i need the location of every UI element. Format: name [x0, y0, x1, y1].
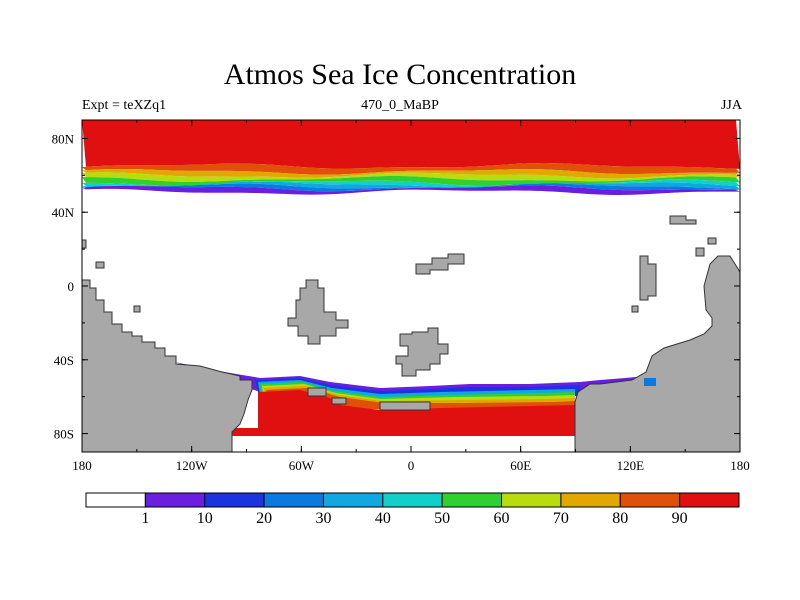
- colorbar-label: 20: [256, 510, 272, 527]
- south-ice-band-darkorange: [266, 388, 575, 411]
- land-east-continent: [574, 255, 740, 452]
- colorbar-label: 30: [315, 510, 331, 527]
- colorbar-box: [619, 492, 681, 508]
- colorbar-label: 1: [141, 510, 149, 527]
- colorbar-box: [679, 492, 740, 508]
- season-label: JJA: [720, 98, 742, 113]
- land-west-islet: [95, 261, 105, 269]
- y-tick-label: 80S: [54, 427, 74, 442]
- experiment-label: Expt = teXZq1: [82, 98, 167, 113]
- land-south-shelf-3: [379, 401, 431, 411]
- north-ice-band: [82, 168, 740, 179]
- northern-ice-field: [82, 120, 740, 195]
- land-west-islet-3: [82, 239, 87, 249]
- north-ice-band: [82, 183, 740, 192]
- land-equatorial-island-north: [415, 253, 465, 275]
- land-west-islet-2: [133, 305, 141, 313]
- north-ice-band: [82, 185, 740, 195]
- colorbar-box: [382, 492, 443, 508]
- colorbar-label: 60: [494, 510, 510, 527]
- land-northeast-islet: [669, 215, 697, 225]
- north-ice-band: [82, 179, 740, 188]
- colorbar-box: [144, 492, 206, 508]
- land-east-small-islet-2: [695, 247, 705, 257]
- colorbar-box: [85, 492, 146, 508]
- chart-title: Atmos Sea Ice Concentration: [223, 58, 577, 91]
- north-ice-band: [82, 181, 740, 190]
- colorbar-label: 40: [375, 510, 391, 527]
- land-masses: [82, 215, 740, 452]
- x-tick-label: 120E: [617, 458, 645, 473]
- plot-area: [82, 120, 740, 452]
- colorbar-box: [263, 492, 324, 508]
- south-ice-core-red: [230, 390, 575, 436]
- x-tick-label: 60E: [510, 458, 531, 473]
- colorbar-label: 10: [197, 510, 213, 527]
- north-ice-band: [82, 120, 740, 169]
- land-south-shelf: [307, 387, 327, 397]
- colorbar-box: [501, 492, 562, 508]
- land-equatorial-island-west: [287, 279, 349, 345]
- colorbar-label: 90: [672, 510, 688, 527]
- x-tick-label: 180: [72, 458, 92, 473]
- x-tick-label: 0: [408, 458, 415, 473]
- land-south-shelf-2: [331, 397, 347, 405]
- north-ice-band: [82, 175, 740, 186]
- colorbar-label: 80: [612, 510, 628, 527]
- y-tick-label: 0: [68, 279, 75, 294]
- colorbar-box: [441, 492, 503, 508]
- x-axis: 180 120W 60W 0 60E 120E 180: [72, 120, 750, 473]
- x-tick-label: 180: [730, 458, 750, 473]
- land-west-continent: [82, 279, 253, 452]
- colorbar-label: 70: [553, 510, 569, 527]
- land-east-islet-3: [631, 305, 639, 313]
- colorbar-box: [560, 492, 621, 508]
- north-ice-band: [82, 163, 740, 175]
- land-southern-island: [395, 327, 449, 377]
- x-tick-label: 60W: [289, 458, 315, 473]
- x-tick-label: 120W: [176, 458, 209, 473]
- land-east-small-islet: [707, 237, 717, 245]
- colorbar-label: 50: [434, 510, 450, 527]
- time-label: 470_0_MaBP: [361, 98, 439, 113]
- y-tick-label: 80N: [52, 131, 75, 146]
- y-tick-label: 40N: [52, 205, 75, 220]
- east-ice-patch: [644, 378, 656, 386]
- y-tick-label: 40S: [54, 353, 74, 368]
- land-east-island-strip: [639, 255, 657, 301]
- north-ice-band: [82, 172, 740, 182]
- colorbar: 1 10 20 30 40 50 60 70 80 90: [85, 492, 740, 527]
- y-axis: 80N 40N 0 40S 80S: [52, 131, 740, 442]
- colorbar-box: [204, 492, 265, 508]
- colorbar-box: [322, 492, 384, 508]
